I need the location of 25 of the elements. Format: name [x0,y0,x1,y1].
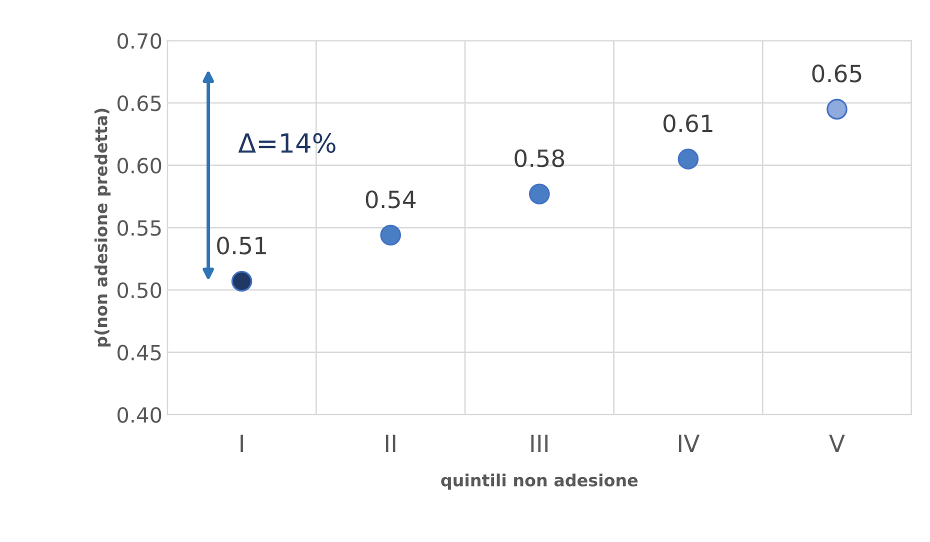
data-label: 0.65 [812,64,862,82]
point [231,270,252,292]
x-tick-label: V [829,434,845,452]
y-tick-label: 0.70 [118,33,162,49]
data-label: 0.61 [663,114,712,132]
x-tick-label: IV [678,434,700,452]
point [528,184,550,204]
y-tick-label: 0.60 [118,158,162,174]
y-tick-label: 0.45 [118,344,161,361]
x-tick-label: II [386,434,396,452]
y-tick-label: 0.50 [118,282,162,298]
data-label: 0.51 [217,236,266,254]
y-axis-title: p(non adesione predetta) [94,108,111,347]
data-label: 0.58 [514,149,564,168]
point [380,224,402,246]
y-tick-label: 0.65 [118,95,161,112]
x-tick-label: I [240,434,243,452]
point [678,148,699,170]
x-tick-label: III [531,434,548,452]
x-axis-title: quintili non adesione [441,474,638,490]
y-tick-label: 0.55 [118,220,161,236]
data-label: 0.54 [366,190,416,208]
annotation: Δ=14% [238,133,336,154]
y-tick-label: 0.40 [118,407,162,423]
point [826,98,848,120]
